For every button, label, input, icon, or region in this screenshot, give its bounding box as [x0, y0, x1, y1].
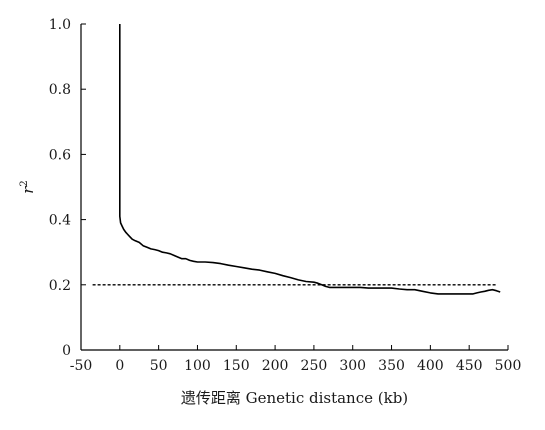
series-layer	[92, 24, 501, 295]
x-tick-label: 0	[115, 358, 124, 374]
x-tick-label: -50	[70, 358, 93, 374]
x-tick-label: 50	[150, 358, 168, 374]
y-axis-title-base: r	[19, 186, 37, 194]
x-tick-label: 400	[417, 358, 444, 374]
y-tick-label: 0.2	[49, 278, 71, 294]
y-tick-label: 1.0	[49, 17, 71, 33]
x-axis-title: 遗传距离 Genetic distance (kb)	[181, 389, 408, 407]
x-tick-label: 200	[262, 358, 289, 374]
x-ticks: -50 0 50 100 150 200 250 300 350 400 450 500	[70, 345, 522, 374]
x-tick-label: 500	[495, 358, 522, 374]
x-tick-label: 350	[378, 358, 405, 374]
x-tick-label: 150	[223, 358, 250, 374]
x-tick-label: 300	[339, 358, 366, 374]
x-tick-label: 250	[301, 358, 328, 374]
y-ticks: 0 0.2 0.4 0.6 0.8 1.0	[49, 17, 86, 359]
y-tick-label: 0.4	[49, 213, 71, 229]
ld-decay-line	[119, 24, 501, 295]
y-tick-label: 0	[62, 343, 71, 359]
axes: -50 0 50 100 150 200 250 300 350 400 450 500 00.20.…	[49, 17, 522, 374]
y-axis-title-sup: 2	[19, 180, 30, 186]
x-tick-label: 100	[184, 358, 211, 374]
y-tick-label: 0.6	[49, 147, 71, 163]
x-tick-label: 450	[456, 358, 483, 374]
y-axis-title: r2	[19, 180, 37, 194]
y-tick-label: 0.8	[49, 82, 71, 98]
